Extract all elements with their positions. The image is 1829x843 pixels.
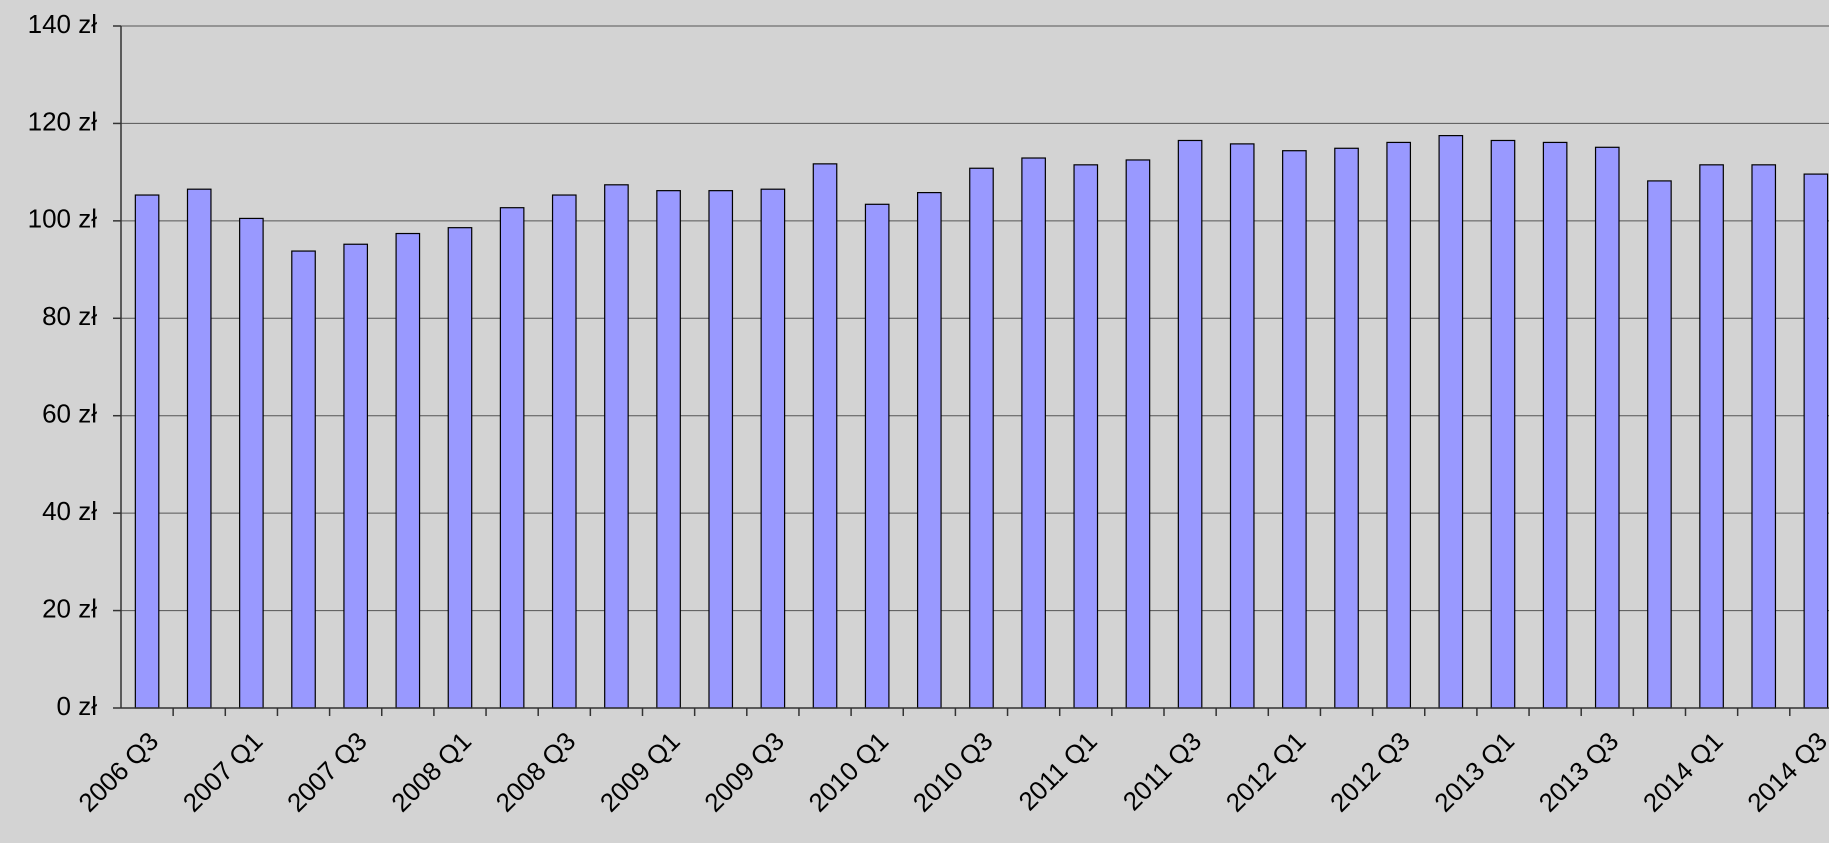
bar [395, 232, 421, 709]
bar [291, 250, 316, 709]
bar [1021, 157, 1046, 709]
x-tick-label: 2007 Q1 [177, 726, 269, 818]
y-tick-label: 60 zł [42, 399, 97, 429]
bar [499, 207, 525, 709]
y-tick-label: 100 zł [28, 204, 98, 234]
bar [760, 188, 786, 709]
x-tick-label: 2011 Q1 [1012, 726, 1102, 816]
bar [1438, 135, 1464, 709]
x-tick-label: 2010 Q1 [803, 726, 895, 818]
y-tick-label: 20 zł [42, 593, 97, 623]
y-tick-label: 0 zł [57, 691, 98, 721]
bar [1073, 164, 1099, 709]
bar [1594, 146, 1620, 709]
bar [1803, 173, 1829, 709]
x-tick-label: 2008 Q3 [490, 726, 582, 818]
x-tick-label: 2009 Q1 [594, 726, 686, 818]
x-tick-label: 2014 Q1 [1637, 726, 1729, 818]
bar [447, 227, 473, 709]
bar [708, 190, 734, 709]
bar [1229, 143, 1255, 709]
x-tick-label: 2006 Q3 [72, 726, 164, 818]
bar [812, 163, 838, 709]
x-tick-label: 2014 Q3 [1741, 726, 1829, 818]
bar [1125, 159, 1151, 709]
bar [343, 243, 369, 709]
x-tick-label: 2007 Q3 [281, 726, 373, 818]
bar [239, 217, 264, 709]
bar [551, 194, 577, 709]
x-tick-label: 2008 Q1 [385, 726, 477, 818]
x-tick-label: 2009 Q3 [698, 726, 790, 818]
x-tick-label: 2013 Q1 [1428, 726, 1520, 818]
x-tick-label: 2013 Q3 [1533, 726, 1625, 818]
x-tick-label: 2011 Q3 [1117, 726, 1207, 816]
bar [1177, 139, 1203, 709]
x-tick-label: 2012 Q1 [1220, 726, 1312, 818]
bar [604, 184, 629, 709]
bar [864, 203, 890, 709]
bar [1542, 141, 1568, 709]
y-tick-label: 80 zł [42, 301, 97, 331]
bar [1334, 147, 1359, 709]
x-tick-label: 2010 Q3 [907, 726, 999, 818]
bar [916, 192, 942, 709]
y-tick-label: 40 zł [42, 496, 97, 526]
bar [1751, 164, 1777, 709]
bar [656, 190, 681, 709]
y-tick-label: 140 zł [28, 9, 98, 39]
bar [1490, 139, 1516, 709]
bar [1647, 180, 1672, 709]
x-tick-label: 2012 Q3 [1324, 726, 1416, 818]
bar [969, 167, 994, 709]
bar [1386, 141, 1412, 709]
y-tick-label: 120 zł [28, 106, 98, 136]
bar [186, 188, 212, 709]
bar [1282, 150, 1307, 709]
bar [1699, 164, 1724, 709]
bar [134, 194, 160, 709]
